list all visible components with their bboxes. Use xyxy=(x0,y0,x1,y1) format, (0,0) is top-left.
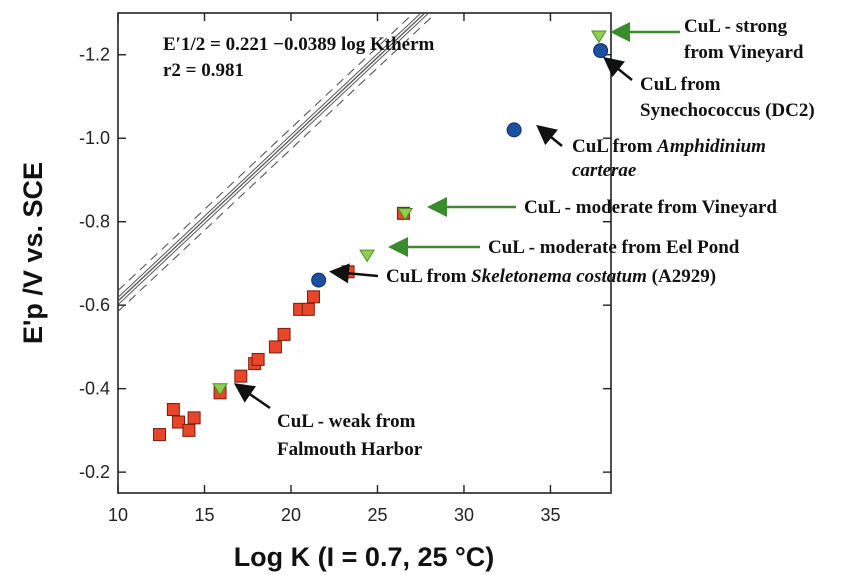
data-point-square xyxy=(187,411,201,425)
annotation-arrow-synechococcus xyxy=(603,56,633,81)
annotation-amphidinium-2: carterae xyxy=(572,160,637,181)
x-axis-ticks: 10 15 20 25 30 35 xyxy=(108,13,560,525)
annotation-synechococcus-2: Synechococcus (DC2) xyxy=(640,100,815,121)
data-point-triangle xyxy=(590,30,607,44)
equation-line-1: E′1/2 = 0.221 −0.0389 log Ktherm xyxy=(163,34,435,55)
y-axis-label: E'p /V vs. SCE xyxy=(18,162,48,344)
y-tick-label: -1.0 xyxy=(79,128,110,148)
x-tick-label: 15 xyxy=(194,505,214,525)
x-tick-label: 20 xyxy=(281,505,301,525)
annotation-falmouth-2: Falmouth Harbor xyxy=(277,439,423,460)
x-tick-label: 30 xyxy=(454,505,474,525)
y-tick-label: -0.4 xyxy=(79,379,110,399)
prediction-line-upper xyxy=(118,13,437,312)
x-tick-label: 10 xyxy=(108,505,128,525)
y-tick-label: -0.2 xyxy=(79,462,110,482)
data-point-triangle xyxy=(397,207,414,221)
annotation-arrow-falmouth xyxy=(233,383,271,410)
annotation-arrow-skeletonema xyxy=(329,263,379,284)
annotation-skeletonema: CuL from Skeletonema costatum (A2929) xyxy=(386,266,716,287)
data-point-square xyxy=(234,369,248,383)
annotation-moderate-vineyard: CuL - moderate from Vineyard xyxy=(524,197,777,218)
data-point-circle xyxy=(506,122,522,138)
x-axis-label: Log K (I = 0.7, 25 °C) xyxy=(234,542,495,572)
data-point-square xyxy=(182,423,196,437)
y-tick-label: -0.8 xyxy=(79,212,110,232)
regression-fit-line xyxy=(118,13,426,302)
plot-frame xyxy=(117,12,612,494)
annotation-strong-vineyard-1: CuL - strong xyxy=(684,16,788,37)
confidence-line-inner-lower xyxy=(118,13,422,298)
data-point-square xyxy=(306,290,320,304)
x-tick-label: 25 xyxy=(367,505,387,525)
equation-line-2: r2 = 0.981 xyxy=(163,60,244,81)
confidence-line-inner-upper xyxy=(118,13,430,306)
regression-lines xyxy=(118,13,437,312)
data-point-triangle xyxy=(359,249,375,263)
data-point-circle xyxy=(311,272,327,288)
annotation-amphidinium-1: CuL from Amphidinium xyxy=(572,136,766,157)
data-points xyxy=(153,30,609,442)
data-point-square xyxy=(172,415,186,429)
annotation-moderate-eelpond: CuL - moderate from Eel Pond xyxy=(488,237,740,258)
annotation-arrow-amphidinium xyxy=(536,124,563,147)
annotation-falmouth-1: CuL - weak from xyxy=(277,411,416,432)
x-tick-label: 35 xyxy=(540,505,560,525)
annotation-strong-vineyard-2: from Vineyard xyxy=(684,42,804,63)
data-point-square xyxy=(251,352,265,366)
data-point-square xyxy=(166,403,180,417)
y-tick-label: -0.6 xyxy=(79,295,110,315)
annotation-synechococcus-1: CuL from xyxy=(640,74,721,95)
y-axis-ticks: -0.2 -0.4 -0.6 -0.8 -1.0 -1.2 xyxy=(79,45,611,482)
y-tick-label: -1.2 xyxy=(79,45,110,65)
data-point-square xyxy=(277,327,291,341)
data-point-circle xyxy=(593,43,609,59)
data-point-square xyxy=(268,340,282,354)
data-point-square xyxy=(153,428,167,442)
data-point-triangle xyxy=(212,383,228,396)
annotations: CuL - strong from Vineyard CuL from Syne… xyxy=(233,16,815,460)
prediction-line-lower xyxy=(118,13,415,291)
data-point-square xyxy=(301,302,315,316)
